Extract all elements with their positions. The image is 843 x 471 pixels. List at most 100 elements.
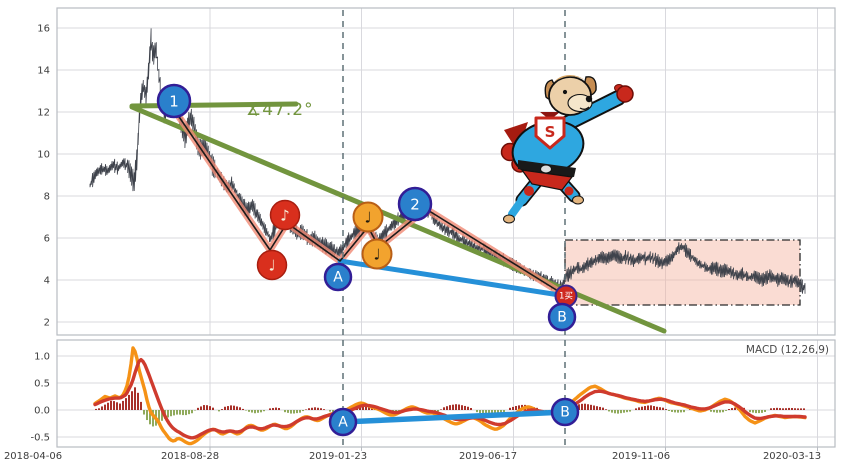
mascot-arm bbox=[560, 92, 624, 130]
macd-histogram-bar-negative bbox=[284, 410, 286, 413]
marker-A-macd-label: A bbox=[338, 415, 348, 431]
note-red-high-label: ♪ bbox=[280, 207, 290, 225]
macd-histogram-bar-negative bbox=[683, 410, 685, 413]
macd-histogram-bar-negative bbox=[245, 410, 247, 411]
macd-histogram-bar-negative bbox=[611, 410, 613, 413]
marker-A-price-circle bbox=[323, 262, 353, 292]
macd-histogram-bar-positive bbox=[791, 407, 793, 410]
macd-histogram-bar-positive bbox=[638, 407, 640, 410]
macd-histogram-bar-negative bbox=[626, 410, 628, 413]
macd-histogram-bar-negative bbox=[629, 410, 631, 412]
mascot-cape bbox=[504, 122, 528, 152]
macd-histogram-bar-negative bbox=[497, 410, 499, 414]
macd-histogram-bar-positive bbox=[728, 409, 730, 410]
macd-histogram-bar-negative bbox=[758, 410, 760, 414]
macd-histogram-bar-positive bbox=[443, 407, 445, 410]
y-tick-label-macd: 0.5 bbox=[34, 379, 50, 390]
macd-histogram-bar-positive bbox=[362, 404, 364, 410]
macd-histogram-bar-negative bbox=[329, 410, 331, 412]
macd-histogram-bar-positive bbox=[470, 407, 472, 410]
macd-histogram-bar-positive bbox=[782, 408, 784, 410]
macd-histogram-bar-negative bbox=[749, 410, 751, 413]
macd-histogram-bar-negative bbox=[143, 410, 145, 415]
macd-histogram-bar-positive bbox=[794, 408, 796, 410]
macd-histogram-bar-negative bbox=[299, 410, 301, 413]
markers-layer: 1 2 ♪ ♩ ♩ ♩ A 1买 B A B bbox=[156, 83, 580, 437]
macd-histogram-bar-negative bbox=[398, 410, 400, 412]
macd-histogram-bar-negative bbox=[713, 410, 715, 413]
macd-histogram-bar-positive bbox=[311, 407, 313, 410]
macd-histogram-bar-positive bbox=[449, 405, 451, 410]
macd-histogram-bar-positive bbox=[464, 405, 466, 410]
macd-signal-line bbox=[93, 357, 807, 440]
marker-B-macd: B bbox=[550, 397, 580, 427]
x-tick-label: 2020-03-13 bbox=[763, 451, 821, 462]
mascot-emblem-letter: S bbox=[545, 123, 556, 141]
price-panel-border bbox=[56, 7, 836, 336]
note-red-low-label: ♩ bbox=[268, 257, 275, 275]
macd-histogram-bar-negative bbox=[194, 410, 196, 411]
macd-histogram-bar-positive bbox=[128, 394, 130, 410]
macd-histogram-bar-negative bbox=[293, 410, 295, 414]
y-tick-label-price: 4 bbox=[44, 276, 50, 287]
note-orange-high-circle bbox=[352, 201, 384, 233]
macd-histogram-bar-negative bbox=[677, 410, 679, 413]
mascot-head-patch bbox=[554, 75, 587, 82]
note-orange-high-label: ♩ bbox=[364, 209, 371, 227]
macd-histogram-bar-negative bbox=[161, 410, 163, 421]
macd-histogram-bar-positive bbox=[659, 407, 661, 410]
marker-A-macd: A bbox=[328, 407, 358, 437]
macd-histogram-bar-positive bbox=[134, 387, 136, 410]
mascot-knee-right bbox=[564, 186, 574, 196]
macd-histogram-bar-positive bbox=[779, 408, 781, 410]
y-tick-label-price: 10 bbox=[37, 150, 50, 161]
macd-histogram-bar-positive bbox=[242, 408, 244, 410]
macd-histogram-bar-positive bbox=[110, 400, 112, 410]
y-tick-label-price: 12 bbox=[37, 108, 50, 119]
marker-2-circle bbox=[397, 186, 433, 222]
macd-histogram-bar-positive bbox=[641, 406, 643, 410]
macd-histogram-bar-positive bbox=[581, 403, 583, 410]
marker-2: 2 bbox=[397, 186, 433, 222]
range-box-layer bbox=[564, 239, 801, 306]
x-tick-label: 2019-01-23 bbox=[309, 451, 367, 462]
macd-histogram-bar-positive bbox=[800, 408, 802, 410]
macd-histogram-bar-positive bbox=[515, 405, 517, 410]
macd-histogram-bar-negative bbox=[332, 410, 334, 413]
marker-A-price: A bbox=[323, 262, 353, 292]
macd-histogram-bar-negative bbox=[488, 410, 490, 416]
marker-2-label: 2 bbox=[410, 196, 420, 214]
macd-histogram-bar-positive bbox=[107, 402, 109, 410]
macd-histogram-bar-positive bbox=[605, 409, 607, 410]
mascot-fist-right bbox=[616, 85, 634, 103]
macd-histogram-bar-negative bbox=[167, 410, 169, 418]
macd-histogram-bar-negative bbox=[254, 410, 256, 414]
macd-histogram-bar-positive bbox=[200, 406, 202, 410]
macd-histogram-bar-positive bbox=[320, 408, 322, 410]
macd-histogram-bar-negative bbox=[482, 410, 484, 415]
macd-histogram-bar-positive bbox=[599, 406, 601, 410]
macd-histogram-bar-positive bbox=[209, 406, 211, 410]
macd-histogram-bar-positive bbox=[440, 409, 442, 410]
macd-histogram-bar-negative bbox=[620, 410, 622, 414]
macd-histogram-bar-positive bbox=[455, 404, 457, 410]
marker-B-price-circle bbox=[547, 302, 577, 332]
marker-1-label: 1 bbox=[169, 93, 179, 111]
note-red-low: ♩ bbox=[256, 249, 288, 281]
macd-histogram-bar-positive bbox=[323, 409, 325, 410]
macd-histogram-bar-positive bbox=[131, 391, 133, 410]
macd-histogram-bar-positive bbox=[224, 406, 226, 410]
macd-histogram-bar-negative bbox=[485, 410, 487, 415]
mascot-paw-left bbox=[503, 214, 515, 224]
macd-histogram-bar-negative bbox=[614, 410, 616, 414]
macd-histogram-bar-positive bbox=[272, 407, 274, 410]
macd-histogram-bar-positive bbox=[731, 408, 733, 410]
note-orange-low-label: ♩ bbox=[373, 246, 380, 264]
macd-histogram-bar-positive bbox=[590, 404, 592, 410]
macd-histogram-bar-positive bbox=[278, 407, 280, 410]
macd-histogram-bar-positive bbox=[734, 407, 736, 410]
marker-A-macd-circle bbox=[328, 407, 358, 437]
marker-1: 1 bbox=[156, 83, 192, 119]
macd-histogram-bar-positive bbox=[467, 406, 469, 410]
macd-histogram-bar-positive bbox=[137, 392, 139, 410]
